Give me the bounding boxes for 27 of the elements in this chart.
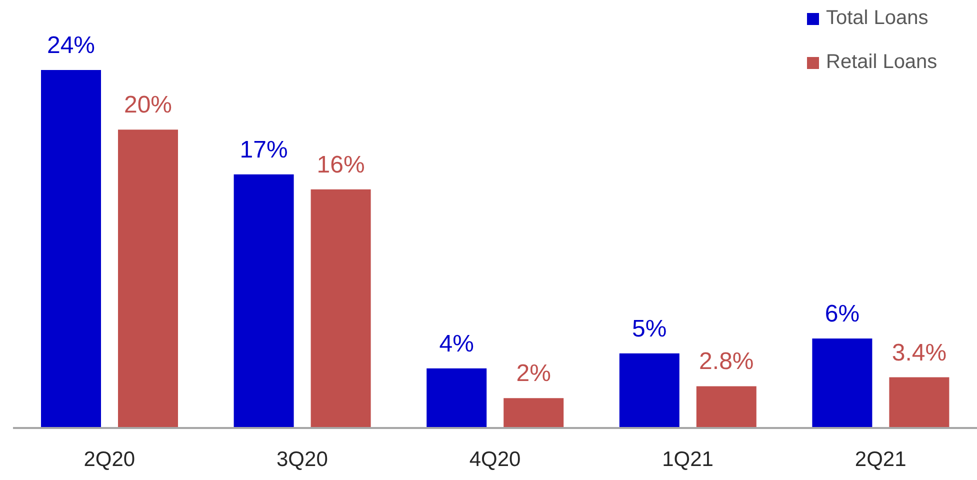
- data-label: 5%: [632, 315, 667, 342]
- bar: [118, 130, 178, 428]
- bar: [41, 70, 101, 428]
- bar: [310, 189, 371, 428]
- data-label: 20%: [124, 92, 172, 119]
- bar: [889, 377, 950, 428]
- data-label: 16%: [316, 151, 365, 178]
- bar: [426, 368, 487, 428]
- data-label: 24%: [46, 32, 96, 59]
- bar: [812, 338, 872, 428]
- data-label: 3.4%: [892, 339, 947, 366]
- data-label: 4%: [439, 330, 474, 358]
- x-tick-label: 1Q21: [662, 448, 714, 471]
- legend-label: Retail Loans: [826, 51, 938, 73]
- data-label: 2.8%: [699, 348, 754, 376]
- data-label: 2%: [516, 360, 551, 388]
- legend-label: Total Loans: [826, 7, 928, 29]
- bar: [234, 174, 294, 428]
- x-tick-label: 4Q20: [469, 448, 521, 471]
- data-label: 17%: [240, 136, 288, 164]
- bar: [696, 386, 756, 428]
- x-tick-label: 2Q21: [854, 448, 906, 471]
- x-tick-label: 2Q20: [84, 448, 136, 471]
- data-label: 6%: [824, 300, 860, 328]
- bar: [619, 353, 680, 428]
- bar: [504, 398, 564, 428]
- x-tick-label: 3Q20: [276, 448, 328, 471]
